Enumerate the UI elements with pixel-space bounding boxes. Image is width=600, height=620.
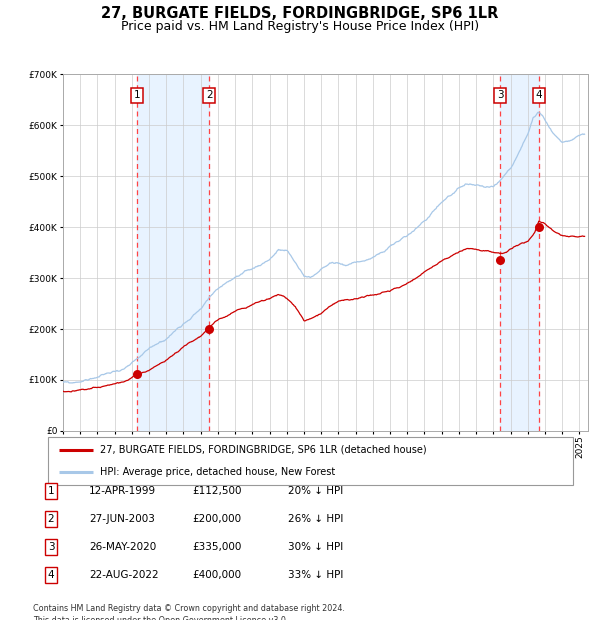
Text: 4: 4 xyxy=(535,91,542,100)
Text: 27-JUN-2003: 27-JUN-2003 xyxy=(89,514,155,524)
FancyBboxPatch shape xyxy=(48,437,573,485)
Text: 20% ↓ HPI: 20% ↓ HPI xyxy=(288,486,343,496)
Text: 26% ↓ HPI: 26% ↓ HPI xyxy=(288,514,343,524)
Text: £335,000: £335,000 xyxy=(192,542,241,552)
Text: 2: 2 xyxy=(206,91,212,100)
Text: 33% ↓ HPI: 33% ↓ HPI xyxy=(288,570,343,580)
Text: 27, BURGATE FIELDS, FORDINGBRIDGE, SP6 1LR: 27, BURGATE FIELDS, FORDINGBRIDGE, SP6 1… xyxy=(101,6,499,21)
Text: 30% ↓ HPI: 30% ↓ HPI xyxy=(288,542,343,552)
Text: 4: 4 xyxy=(47,570,55,580)
Bar xyxy=(137,74,209,431)
Text: 12-APR-1999: 12-APR-1999 xyxy=(89,486,156,496)
Text: 1: 1 xyxy=(47,486,55,496)
Text: 3: 3 xyxy=(47,542,55,552)
Text: 26-MAY-2020: 26-MAY-2020 xyxy=(89,542,156,552)
Text: Price paid vs. HM Land Registry's House Price Index (HPI): Price paid vs. HM Land Registry's House … xyxy=(121,20,479,33)
Text: Contains HM Land Registry data © Crown copyright and database right 2024.
This d: Contains HM Land Registry data © Crown c… xyxy=(33,604,345,620)
Text: £200,000: £200,000 xyxy=(192,514,241,524)
Text: 2: 2 xyxy=(47,514,55,524)
Text: 3: 3 xyxy=(497,91,503,100)
Bar xyxy=(500,74,539,431)
Text: 22-AUG-2022: 22-AUG-2022 xyxy=(89,570,158,580)
Text: HPI: Average price, detached house, New Forest: HPI: Average price, detached house, New … xyxy=(101,467,336,477)
Text: £112,500: £112,500 xyxy=(192,486,241,496)
Text: 27, BURGATE FIELDS, FORDINGBRIDGE, SP6 1LR (detached house): 27, BURGATE FIELDS, FORDINGBRIDGE, SP6 1… xyxy=(101,445,427,454)
Text: £400,000: £400,000 xyxy=(192,570,241,580)
Text: 1: 1 xyxy=(133,91,140,100)
